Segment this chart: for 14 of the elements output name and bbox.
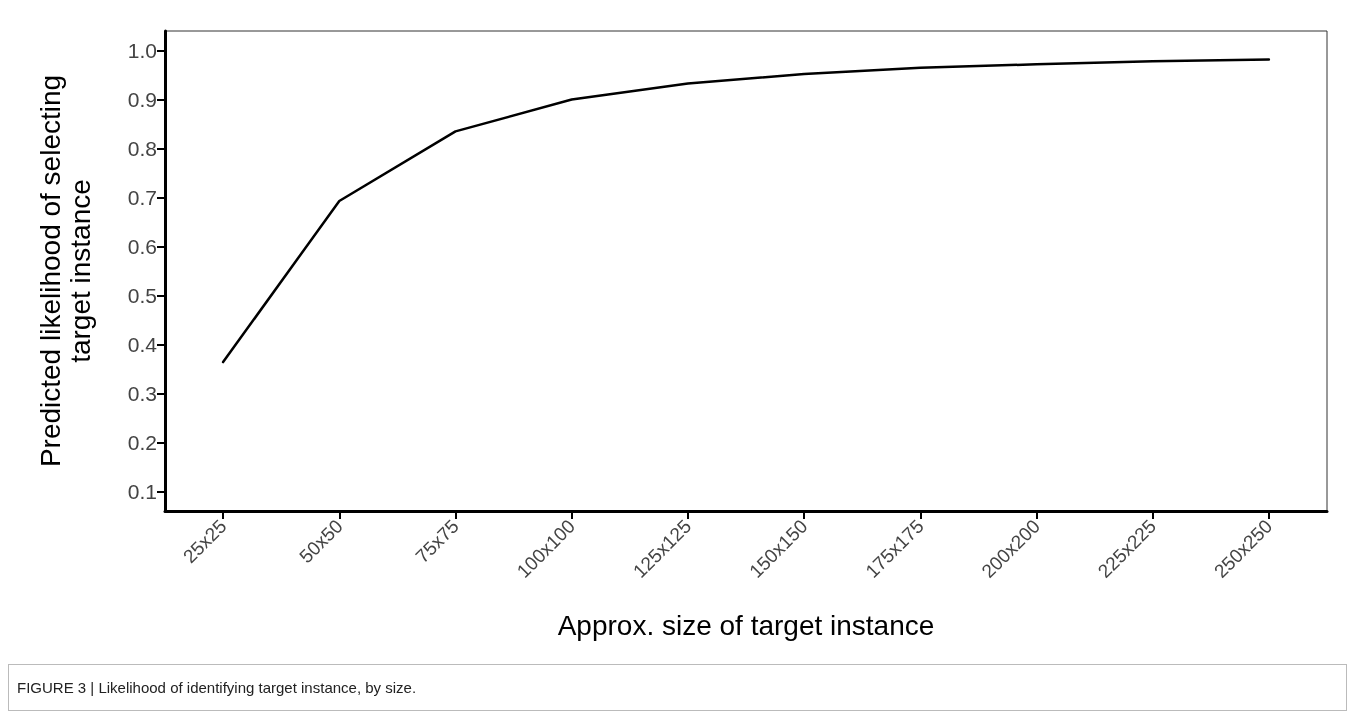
line-series xyxy=(221,58,1271,364)
caption: FIGURE 3 | Likelihood of identifying target instance, by size. xyxy=(17,679,418,696)
y-tick-label: 0.1 xyxy=(127,479,157,503)
y-tick-label: 0.3 xyxy=(127,381,157,405)
y-tick-label: 0.2 xyxy=(127,430,157,454)
y-tick-label: 0.7 xyxy=(127,186,157,210)
y-tick-label: 0.6 xyxy=(127,235,157,259)
y-tick-label: 0.5 xyxy=(127,283,157,307)
y-tick-label: 0.8 xyxy=(127,137,157,161)
y-axis-title: Predicted likelihood of selecting target instance xyxy=(34,74,96,468)
y-tick-label: 0.4 xyxy=(127,332,158,356)
y-tick-label: 1.0 xyxy=(127,39,157,63)
y-tick-label: 0.9 xyxy=(127,88,157,112)
x-axis-title: Approx. size of target instance xyxy=(557,609,935,641)
